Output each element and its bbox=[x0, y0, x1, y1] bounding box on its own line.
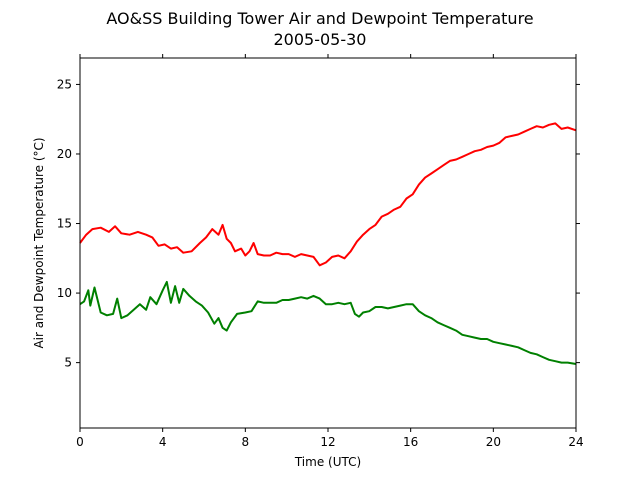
y-tick-label: 25 bbox=[57, 77, 72, 91]
chart-subtitle: 2005-05-30 bbox=[274, 30, 367, 49]
x-tick-label: 24 bbox=[568, 435, 583, 449]
x-tick-label: 16 bbox=[403, 435, 418, 449]
chart-title: AO&SS Building Tower Air and Dewpoint Te… bbox=[106, 9, 533, 28]
x-tick-label: 4 bbox=[159, 435, 167, 449]
plot-frame bbox=[79, 57, 577, 429]
tick-layer: 0 4 8 12 16 20 24 5 10 15 20 25 bbox=[57, 54, 584, 449]
x-axis-label: Time (UTC) bbox=[294, 455, 361, 469]
x-tick-label: 0 bbox=[76, 435, 84, 449]
series-line-1 bbox=[79, 280, 577, 365]
y-tick-label: 10 bbox=[57, 286, 72, 300]
series-line-0 bbox=[79, 122, 577, 267]
x-tick-label: 20 bbox=[486, 435, 501, 449]
x-tick-label: 12 bbox=[320, 435, 335, 449]
y-tick-label: 15 bbox=[57, 217, 72, 231]
x-tick-label: 8 bbox=[242, 435, 250, 449]
series-layer bbox=[79, 122, 577, 365]
y-tick-label: 5 bbox=[64, 356, 72, 370]
y-tick-label: 20 bbox=[57, 147, 72, 161]
y-axis-label: Air and Dewpoint Temperature (°C) bbox=[32, 137, 46, 348]
